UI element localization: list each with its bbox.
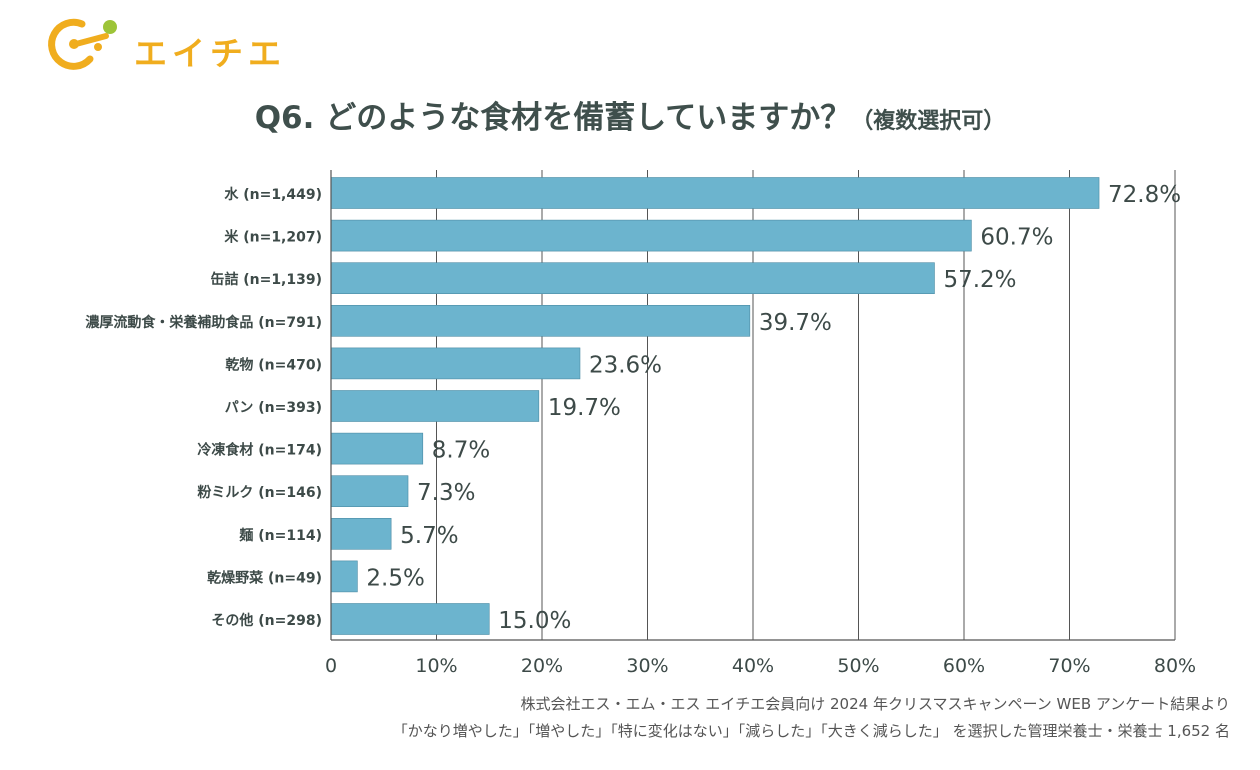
value-label: 2.5% bbox=[366, 565, 424, 591]
category-label: 麺 (n=114) bbox=[238, 527, 322, 544]
brand-name: エイチエ bbox=[134, 34, 286, 73]
value-label: 15.0% bbox=[498, 608, 571, 634]
category-label: 濃厚流動食・栄養補助食品 (n=791) bbox=[85, 314, 322, 331]
x-tick-label: 0 bbox=[325, 655, 337, 677]
value-label: 19.7% bbox=[548, 395, 621, 421]
bar bbox=[330, 603, 490, 635]
value-label: 60.7% bbox=[980, 225, 1053, 251]
x-tick-label: 70% bbox=[1048, 655, 1090, 677]
value-label: 72.8% bbox=[1108, 182, 1181, 208]
category-label: 乾燥野菜 (n=49) bbox=[207, 569, 322, 586]
logo-mark-icon bbox=[48, 18, 117, 70]
bar bbox=[330, 560, 358, 593]
category-label: 冷凍食材 (n=174) bbox=[197, 442, 322, 459]
x-tick-label: 40% bbox=[732, 655, 774, 677]
category-label: 水 (n=1,449) bbox=[224, 186, 322, 203]
x-tick-label: 30% bbox=[626, 655, 668, 677]
chart-title: Q6. どのような食材を備蓄していますか？（複数選択可） bbox=[0, 92, 1260, 137]
category-label: 缶詰 (n=1,139) bbox=[210, 271, 322, 288]
respondents-note: 「かなり増やした」「増やした」「特に変化はない」「減らした」「大きく減らした」 … bbox=[392, 722, 1230, 740]
bar bbox=[330, 262, 935, 295]
bar bbox=[330, 517, 392, 550]
source-note: 株式会社エス・エム・エス エイチエ会員向け 2024 年クリスマスキャンペーン … bbox=[520, 695, 1230, 713]
chart-title-main: Q6. どのような食材を備蓄していますか？ bbox=[254, 100, 852, 136]
bar bbox=[330, 177, 1100, 209]
value-label: 8.7% bbox=[432, 438, 490, 464]
category-label: 米 (n=1,207) bbox=[224, 229, 322, 246]
value-label: 5.7% bbox=[400, 523, 458, 549]
x-tick-label: 10% bbox=[415, 655, 457, 677]
category-label: その他 (n=298) bbox=[211, 612, 322, 629]
category-label: 乾物 (n=470) bbox=[225, 356, 322, 373]
bar bbox=[330, 219, 972, 252]
x-tick-label: 80% bbox=[1154, 655, 1196, 677]
chart-title-sub: （複数選択可） bbox=[851, 109, 1006, 134]
category-label: パン (n=393) bbox=[225, 400, 322, 416]
brand-logo: エイチエ bbox=[46, 14, 296, 76]
category-label: 粉ミルク (n=146) bbox=[197, 484, 322, 501]
x-tick-label: 60% bbox=[943, 655, 985, 677]
bar-chart: 72.8% 水 (n=1,449) 60.7% 米 (n=1,207) 57.2% 缶詰 … bbox=[85, 170, 1196, 677]
bar bbox=[330, 304, 751, 337]
value-label: 7.3% bbox=[417, 480, 475, 506]
x-tick-label: 50% bbox=[837, 655, 879, 677]
bar bbox=[330, 390, 540, 422]
bar bbox=[330, 432, 424, 465]
value-label: 23.6% bbox=[589, 352, 662, 378]
x-tick-label: 20% bbox=[521, 655, 563, 677]
value-label: 39.7% bbox=[759, 310, 832, 336]
bar bbox=[330, 347, 581, 380]
bar bbox=[330, 475, 409, 508]
value-label: 57.2% bbox=[943, 267, 1016, 293]
